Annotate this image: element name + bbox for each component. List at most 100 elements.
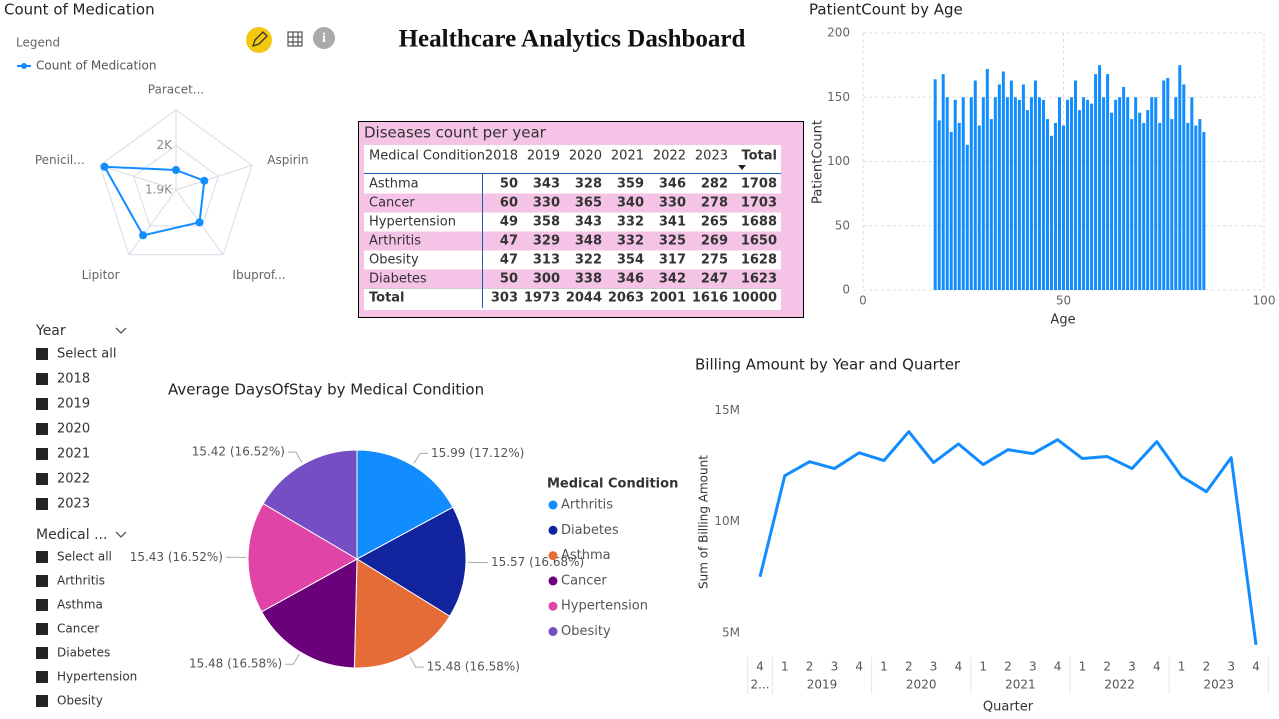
row-band	[364, 231, 781, 251]
checkbox[interactable]	[36, 551, 48, 563]
checkbox[interactable]	[36, 473, 48, 485]
chart-title: Count of Medication	[4, 1, 155, 19]
x-group-label: 2019	[807, 678, 838, 692]
bar	[1166, 77, 1170, 290]
bar	[1070, 97, 1074, 290]
y-tick-label: 50	[835, 218, 850, 232]
y-tick-label: 0	[842, 283, 850, 297]
slicer-chevron[interactable]	[115, 531, 127, 538]
bar	[1086, 99, 1090, 290]
pencil-icon	[251, 31, 268, 48]
legend-marker	[548, 500, 558, 510]
table-cell: 47	[500, 253, 518, 268]
table-cell: 1973	[524, 291, 560, 306]
table-cell: 282	[701, 177, 728, 192]
bar	[1142, 122, 1146, 290]
axis-spoke	[128, 189, 177, 256]
line-series	[758, 430, 1258, 645]
bar	[933, 79, 937, 290]
y-axis-title: Sum of Billing Amount	[697, 455, 711, 589]
data-label: 15.42 (16.52%)	[192, 445, 285, 459]
category-label: Lipitor	[82, 268, 120, 282]
pie-slice	[353, 558, 451, 669]
bar	[1146, 110, 1150, 290]
bar	[949, 131, 953, 290]
bar	[961, 97, 965, 290]
x-tick-label: 1	[1178, 660, 1186, 674]
checkbox[interactable]	[36, 448, 48, 460]
checkbox[interactable]	[36, 498, 48, 510]
bar	[1066, 99, 1070, 290]
checkbox[interactable]	[36, 398, 48, 410]
table-cell: 300	[533, 272, 560, 287]
legend-label: Count of Medication	[36, 59, 156, 73]
bar	[1138, 112, 1142, 290]
table-cell: 47	[500, 234, 518, 249]
bar	[1178, 65, 1182, 290]
x-tick-label: 0	[859, 294, 867, 308]
bar	[1074, 80, 1078, 290]
visual-toolbar: i	[246, 27, 335, 53]
data-label: 15.48 (16.58%)	[427, 660, 520, 674]
data-label: 15.99 (17.12%)	[431, 446, 524, 460]
legend-label: Diabetes	[561, 523, 619, 538]
table-button[interactable]	[287, 31, 303, 47]
x-tick-label: 4	[855, 660, 863, 674]
bar	[1041, 99, 1045, 290]
table-cell: 348	[575, 234, 602, 249]
legend-title: Legend	[16, 36, 60, 50]
slicer-title: Medical ...	[36, 527, 107, 543]
checkbox[interactable]	[36, 599, 48, 611]
pie-slice	[247, 502, 359, 613]
table-cell: 343	[575, 215, 602, 230]
legend-label: Asthma	[561, 548, 611, 563]
leader-line	[413, 452, 429, 464]
legend-label: Obesity	[561, 624, 611, 639]
table-cell: 325	[659, 234, 686, 249]
slicer-item: 2021	[57, 447, 90, 462]
chart-title: Average DaysOfStay by Medical Condition	[168, 381, 484, 399]
checkbox[interactable]	[36, 423, 48, 435]
checkbox[interactable]	[36, 623, 48, 635]
edit-button[interactable]	[246, 27, 272, 53]
x-tick-label: 3	[831, 660, 839, 674]
checkbox[interactable]	[36, 695, 48, 707]
checkbox[interactable]	[36, 348, 48, 360]
checkbox[interactable]	[36, 575, 48, 587]
radar-marker	[139, 231, 148, 240]
info-button[interactable]	[313, 27, 335, 49]
leader-line	[288, 451, 303, 463]
slicer-chevron[interactable]	[115, 327, 127, 334]
data-label: 15.57 (16.68%)	[491, 555, 584, 569]
x-tick-label: 2	[806, 660, 814, 674]
table-cell: 269	[701, 234, 728, 249]
category-label: Aspirin	[267, 153, 308, 167]
bar	[1029, 97, 1033, 290]
table-cell: 365	[575, 196, 602, 211]
bar	[1134, 97, 1138, 290]
bar	[1186, 122, 1190, 290]
table-cell: 313	[533, 253, 560, 268]
table-cell: Asthma	[369, 177, 419, 192]
table-cell: 278	[701, 196, 728, 211]
bar	[1122, 86, 1126, 290]
table-cell: 338	[575, 272, 602, 287]
bar	[957, 122, 961, 290]
table-cell: 328	[575, 177, 602, 192]
bar	[1017, 99, 1021, 290]
table-cell: 303	[491, 291, 518, 306]
bar	[1061, 125, 1066, 291]
slicer-item: Arthritis	[57, 574, 105, 588]
slicer-item: Asthma	[57, 598, 103, 612]
bar	[969, 97, 973, 290]
checkbox[interactable]	[36, 671, 48, 683]
pie-slice	[260, 558, 358, 669]
legend-label: Hypertension	[561, 599, 648, 614]
table-cell: 2063	[608, 291, 644, 306]
x-tick-label: 3	[1029, 660, 1037, 674]
bar	[1202, 131, 1206, 290]
radar-marker	[200, 176, 209, 185]
checkbox[interactable]	[36, 647, 48, 659]
checkbox[interactable]	[36, 373, 48, 385]
